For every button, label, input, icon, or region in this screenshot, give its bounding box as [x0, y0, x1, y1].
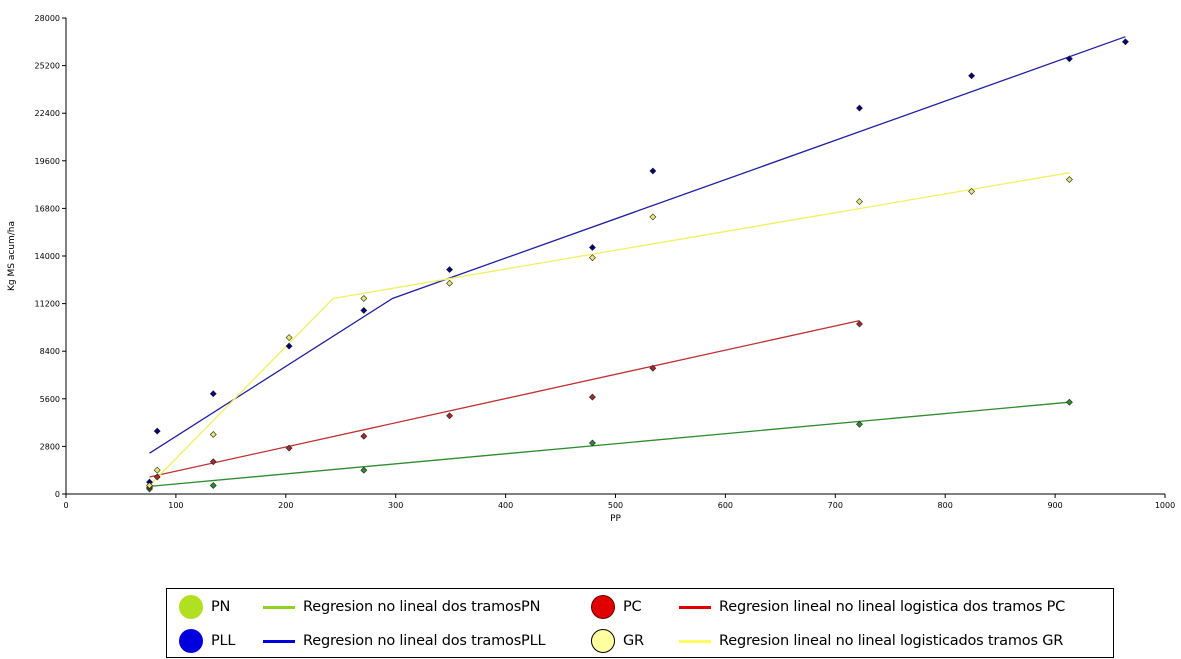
data-point-pll — [209, 390, 217, 398]
x-tick-label: 800 — [938, 501, 953, 510]
x-tick-label: 400 — [498, 501, 513, 510]
data-point-pn — [856, 420, 863, 428]
data-point-pc — [856, 320, 863, 328]
legend-item-gr: GR — [591, 626, 644, 656]
legend-label-fit-gr: Regresion lineal no lineal logisticados … — [719, 633, 1064, 649]
y-tick-label: 19600 — [35, 157, 60, 166]
legend-item-fit-pll: Regresion no lineal dos tramosPLL — [263, 626, 546, 656]
data-point-pc — [446, 412, 453, 420]
x-tick-label: 0 — [63, 501, 68, 510]
data-point-pn — [1065, 398, 1073, 406]
legend-label-fit-pn: Regresion no lineal dos tramosPN — [303, 599, 541, 615]
data-point-pn — [588, 439, 596, 447]
fit-line-pll — [149, 36, 1126, 454]
legend-marker-pll — [179, 629, 203, 653]
y-axis-label: Kg MS acum/ha — [7, 221, 17, 291]
x-tick-label: 500 — [608, 501, 623, 510]
legend-label-fit-pll: Regresion no lineal dos tramosPLL — [303, 633, 546, 649]
data-point-pll — [153, 427, 161, 435]
legend-item-pn: PN — [179, 592, 230, 622]
data-point-pll — [649, 167, 657, 175]
y-tick-label: 11200 — [35, 300, 60, 309]
data-point-pll — [968, 72, 976, 80]
legend-line-fit-pn — [263, 605, 295, 609]
data-points — [146, 38, 1129, 493]
fit-line-pn — [149, 401, 1070, 487]
data-point-gr — [153, 466, 161, 474]
x-axis-label: PP — [610, 514, 621, 524]
data-point-gr — [588, 254, 596, 262]
legend-item-fit-pc: Regresion lineal no lineal logistica dos… — [679, 592, 1065, 622]
data-point-gr — [446, 279, 453, 287]
legend-line-fit-pc — [679, 605, 711, 609]
legend-label-fit-pc: Regresion lineal no lineal logistica dos… — [719, 599, 1066, 615]
data-point-pll — [856, 104, 863, 112]
data-point-gr — [360, 295, 368, 302]
legend-label-pn: PN — [211, 599, 231, 615]
fit-line-pc — [149, 319, 860, 478]
data-point-pc — [209, 458, 217, 466]
data-point-pll — [1122, 38, 1129, 46]
y-tick-label: 2800 — [40, 442, 60, 451]
legend-item-pc: PC — [591, 592, 642, 622]
data-point-pn — [360, 466, 368, 474]
legend-item-fit-gr: Regresion lineal no lineal logisticados … — [679, 626, 1063, 656]
data-point-pll — [1065, 55, 1073, 63]
y-tick-label: 14000 — [35, 252, 60, 261]
legend-item-pll: PLL — [179, 626, 236, 656]
data-point-pc — [285, 444, 293, 452]
legend-label-pll: PLL — [211, 633, 236, 649]
data-point-pc — [649, 364, 657, 372]
data-point-gr — [1065, 176, 1073, 183]
chart-svg: 0 100 200 300 400 500 600 700 800 900 1000 0 2800 560… — [7, 14, 1176, 524]
regression-lines — [149, 36, 1126, 487]
chart-axes: 0 100 200 300 400 500 600 700 800 900 1000 0 2800 560… — [35, 14, 1176, 510]
legend-label-pc: PC — [623, 599, 642, 615]
data-point-pll — [446, 266, 453, 274]
legend-item-fit-pn: Regresion no lineal dos tramosPN — [263, 592, 540, 622]
data-point-pc — [153, 473, 161, 481]
chart-legend: PN Regresion no lineal dos tramosPN PC R… — [166, 588, 1114, 658]
data-point-gr — [649, 213, 657, 221]
legend-line-fit-gr — [679, 639, 711, 643]
data-point-gr — [968, 187, 976, 195]
y-tick-label: 16800 — [35, 204, 60, 213]
data-point-gr — [285, 334, 293, 342]
data-point-gr — [146, 482, 153, 489]
legend-marker-gr — [591, 629, 615, 653]
y-tick-label: 22400 — [35, 109, 60, 118]
fit-line-gr — [149, 172, 1070, 486]
legend-label-gr: GR — [623, 633, 644, 649]
data-point-pll — [588, 244, 596, 251]
x-tick-label: 700 — [828, 501, 843, 510]
data-point-pn — [209, 482, 217, 489]
x-tick-label: 1000 — [1155, 501, 1175, 510]
y-tick-label: 8400 — [40, 347, 60, 356]
y-tick-label: 5600 — [40, 395, 60, 404]
legend-marker-pn — [179, 595, 203, 619]
data-point-gr — [209, 431, 217, 438]
data-point-pll — [285, 342, 293, 350]
x-tick-label: 600 — [718, 501, 733, 510]
legend-line-fit-pll — [263, 639, 295, 643]
data-point-pc — [588, 393, 596, 401]
y-tick-label: 25200 — [35, 62, 60, 71]
data-point-pll — [360, 306, 368, 314]
legend-marker-pc — [591, 595, 615, 619]
data-point-gr — [856, 198, 863, 206]
data-point-pc — [360, 432, 368, 440]
x-tick-label: 300 — [388, 501, 403, 510]
y-tick-label: 0 — [55, 490, 60, 499]
y-tick-label: 28000 — [35, 14, 60, 23]
x-tick-label: 100 — [168, 501, 183, 510]
x-tick-label: 900 — [1047, 501, 1062, 510]
x-tick-label: 200 — [278, 501, 293, 510]
